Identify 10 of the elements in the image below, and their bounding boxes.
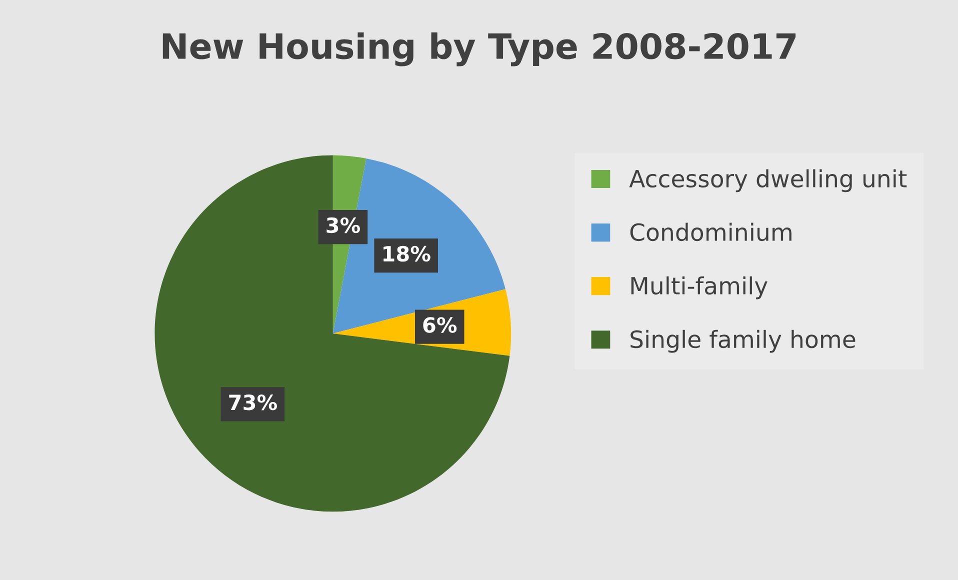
data-label: 73% (229, 394, 277, 410)
pie-slice (154, 155, 510, 512)
legend-label: Multi-family (631, 276, 768, 300)
chart-title: New Housing by Type 2008-2017 (162, 32, 796, 66)
legend-label: Condominium (630, 222, 792, 242)
data-label: 3% (326, 217, 360, 234)
legend-label: Accessory dwelling unit (629, 169, 907, 192)
legend-label: Single family home (630, 330, 856, 353)
data-label: 6% (423, 317, 457, 333)
data-label: 18% (384, 246, 430, 262)
